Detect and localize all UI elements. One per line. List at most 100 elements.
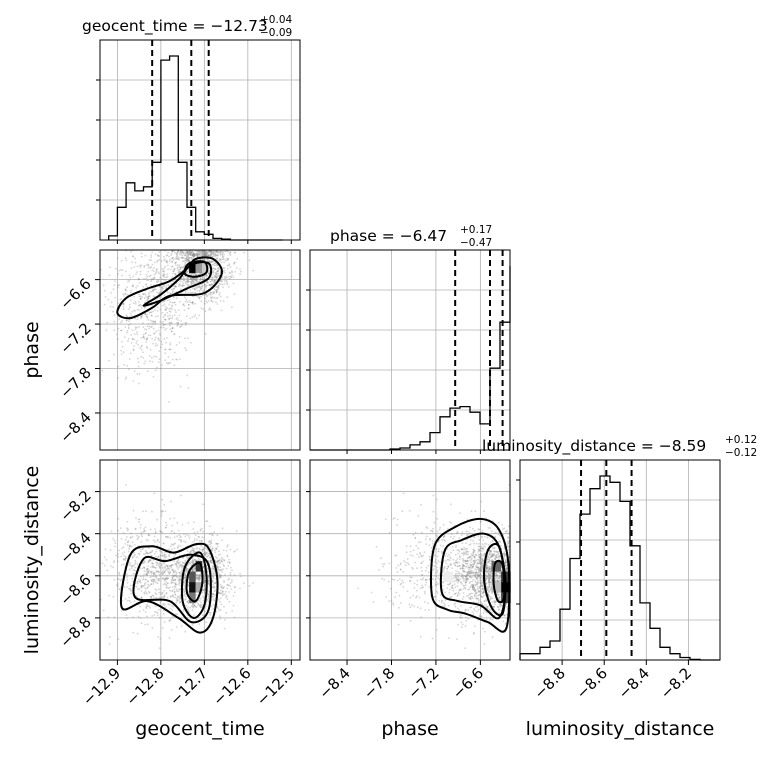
scatter-point — [226, 583, 229, 586]
scatter-point — [218, 609, 221, 612]
scatter-point — [126, 529, 129, 532]
scatter-point — [192, 252, 195, 255]
scatter-point — [161, 322, 164, 325]
scatter-point — [210, 278, 213, 281]
scatter-point — [165, 309, 168, 311]
scatter-point — [128, 303, 131, 306]
scatter-point — [199, 548, 201, 551]
scatter-point — [158, 591, 161, 594]
scatter-point — [219, 617, 222, 620]
scatter-point — [445, 552, 448, 555]
scatter-point — [212, 291, 214, 293]
scatter-point — [192, 528, 195, 530]
scatter-point — [491, 636, 494, 638]
scatter-point — [409, 619, 412, 622]
scatter-point — [172, 270, 175, 273]
scatter-point — [427, 571, 430, 574]
scatter-point — [431, 637, 434, 640]
scatter-point — [175, 613, 177, 615]
scatter-point — [201, 250, 204, 253]
scatter-point — [127, 368, 130, 371]
scatter-point — [129, 250, 132, 253]
scatter-point — [175, 572, 178, 575]
scatter-point — [173, 364, 176, 367]
scatter-point — [209, 611, 212, 614]
scatter-point — [434, 559, 437, 561]
scatter-point — [135, 517, 137, 519]
scatter-point — [171, 315, 174, 317]
scatter-point — [215, 291, 218, 293]
scatter-point — [143, 566, 146, 569]
scatter-point — [473, 529, 476, 532]
scatter-point — [215, 291, 218, 294]
scatter-point — [185, 250, 188, 253]
scatter-point — [163, 278, 165, 281]
scatter-point — [472, 578, 475, 581]
scatter-point — [456, 557, 459, 560]
scatter-point — [491, 597, 493, 600]
scatter-point — [167, 535, 169, 538]
scatter-point — [449, 521, 451, 523]
scatter-point — [189, 280, 192, 283]
scatter-point — [200, 250, 203, 253]
scatter-point — [432, 568, 435, 571]
scatter-point — [222, 590, 225, 593]
scatter-point — [480, 579, 483, 582]
scatter-point — [105, 559, 108, 561]
scatter-point — [172, 571, 175, 573]
scatter-point — [209, 309, 212, 311]
scatter-points — [99, 249, 511, 649]
scatter-point — [155, 561, 157, 563]
scatter-point — [140, 355, 143, 358]
scatter-point — [158, 332, 161, 335]
scatter-point — [216, 273, 219, 275]
scatter-point — [151, 360, 154, 363]
scatter-point — [220, 261, 223, 264]
scatter-point — [189, 253, 192, 256]
scatter-point — [179, 268, 182, 270]
scatter-point — [142, 336, 144, 339]
scatter-point — [231, 580, 233, 583]
scatter-point — [142, 326, 145, 329]
scatter-point — [148, 591, 151, 594]
scatter-point — [175, 282, 178, 285]
scatter-point — [117, 553, 119, 555]
scatter-point — [223, 258, 225, 261]
scatter-point — [462, 592, 465, 594]
scatter-point — [131, 310, 134, 313]
scatter-point — [480, 601, 482, 604]
scatter-point — [121, 341, 123, 343]
scatter-point — [420, 566, 423, 569]
scatter-point — [477, 598, 480, 600]
scatter-point — [169, 258, 172, 261]
scatter-point — [126, 364, 129, 367]
scatter-point — [157, 361, 160, 364]
scatter-point — [450, 533, 453, 535]
scatter-point — [178, 358, 181, 360]
scatter-point — [156, 291, 159, 294]
scatter-point — [455, 561, 457, 564]
scatter-point — [139, 579, 142, 582]
scatter-point — [171, 304, 174, 307]
scatter-point — [217, 286, 219, 289]
scatter-point — [199, 277, 202, 280]
scatter-point — [136, 585, 138, 588]
scatter-point — [469, 559, 471, 562]
scatter-point — [146, 347, 149, 349]
scatter-point — [131, 557, 134, 559]
scatter-point — [125, 319, 128, 322]
scatter-point — [185, 277, 188, 280]
scatter-point — [150, 311, 153, 314]
scatter-point — [128, 548, 130, 550]
scatter-point — [130, 342, 133, 344]
scatter-point — [162, 274, 165, 277]
scatter-point — [148, 547, 150, 549]
scatter-point — [464, 625, 467, 627]
scatter-point — [196, 277, 199, 280]
scatter-point — [160, 514, 163, 517]
scatter-point — [142, 585, 145, 587]
scatter-point — [378, 569, 380, 571]
scatter-point — [128, 545, 131, 547]
scatter-point — [147, 279, 150, 282]
scatter-point — [128, 599, 131, 602]
